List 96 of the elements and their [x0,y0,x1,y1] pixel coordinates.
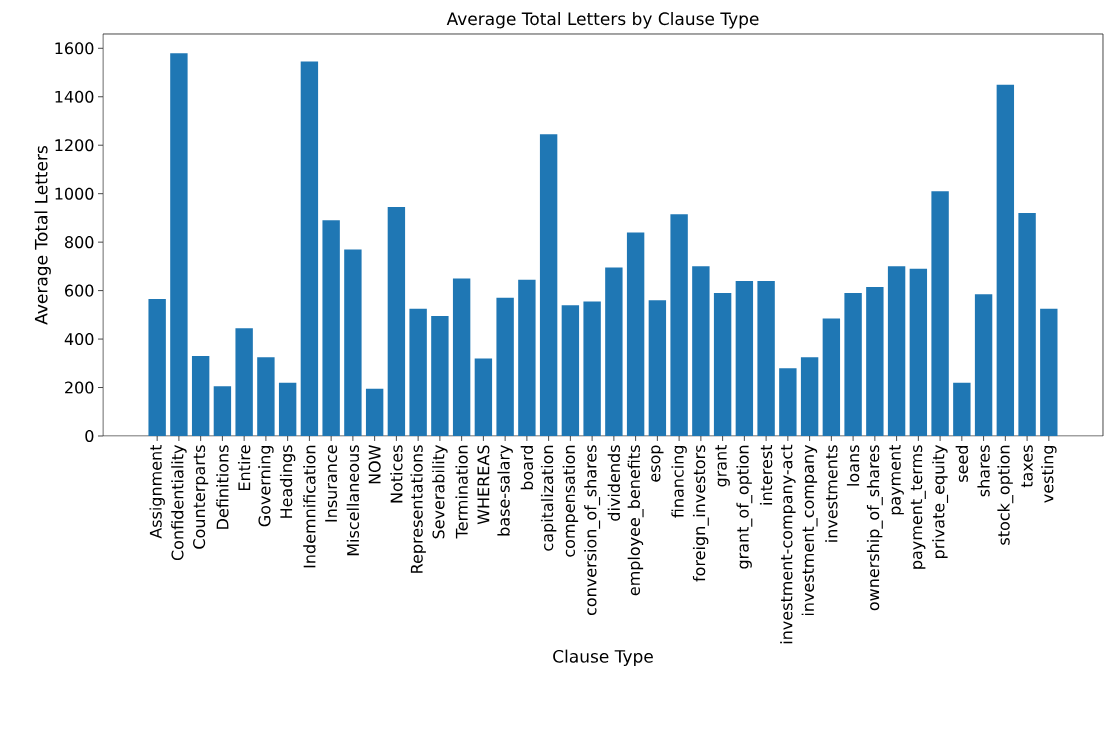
x-tick-label: WHEREAS [477,445,490,525]
bar [170,53,188,436]
bar [431,316,449,436]
x-tick-label: Insurance [325,445,338,522]
bar [409,308,427,436]
x-tick-label: investment_company [801,444,818,616]
bar [365,388,384,436]
bar [1018,213,1036,436]
x-tick-label: foreign_investors [692,445,709,582]
x-tick-label: grant_of_option [736,445,753,569]
y-axis-title: Average Total Letters [34,146,51,325]
x-tick-label: employee_benefits [627,445,644,596]
x-tick-label: Representations [410,445,426,573]
x-tick-label: capitalization [540,445,557,551]
bar [278,382,297,436]
x-tick-label: Assignment [149,444,165,539]
bar [757,280,775,436]
bar [322,220,340,436]
x-tick-label: compensation [562,445,579,557]
x-tick-label: Definitions [216,445,229,529]
bar [996,84,1015,436]
bar [344,249,362,436]
x-tick-label: private_equity [932,445,949,558]
bar [844,293,862,436]
bar [518,279,536,436]
bar [779,368,797,436]
bar [561,305,580,436]
x-tick-label: base-salary [497,445,513,536]
bar [387,207,406,436]
x-tick-label: financing [671,445,687,518]
bar [452,278,471,436]
x-tick-label: stock_option [997,445,1014,545]
x-tick-label: payment [889,444,904,515]
y-tick-label: 1200 [55,139,94,152]
y-tick-label: 1600 [55,42,94,55]
bar [626,232,645,436]
x-tick-label: Governing [258,445,274,527]
bar [822,318,841,436]
bar [1040,308,1058,436]
bar [213,386,232,436]
x-tick-label: Counterparts [193,445,209,549]
chart-title: Average Total Letters by Clause Type [446,12,759,29]
bar [648,300,667,436]
bar [931,191,949,436]
x-tick-label: seed [955,445,969,482]
bar [300,61,319,436]
bar [583,301,601,436]
bar [909,268,928,436]
bar [474,358,493,436]
x-tick-label: Indemnification [303,445,316,568]
y-tick-label: 1400 [55,90,94,103]
x-tick-label: Severability [432,445,448,539]
x-tick-label: Entire [237,445,251,490]
y-tick-label: 400 [64,333,94,346]
x-tick-label: ownership_of_shares [866,445,883,611]
bar [953,382,971,436]
x-tick-label: loans [846,445,860,486]
bar [235,328,253,436]
x-tick-label: interest [759,444,773,505]
bar [713,293,732,436]
bar [887,266,906,436]
x-tick-label: shares [977,445,990,497]
x-tick-label: taxes [1021,445,1033,488]
bar [605,267,623,436]
x-axis-title: Clause Type [553,649,653,667]
bar [866,286,884,436]
y-tick-label: 0 [85,429,94,443]
bar [148,299,166,436]
x-tick-label: Headings [279,445,296,518]
bar [496,297,514,436]
x-tick-label: grant [715,444,730,487]
y-tick-label: 800 [65,236,94,249]
x-tick-label: Notices [390,445,403,503]
bar [539,134,558,436]
y-tick-label: 200 [65,381,94,394]
x-tick-label: investments [825,445,838,542]
x-tick-label: esop [651,445,664,482]
x-tick-label: payment_terms [910,445,926,569]
bar [670,214,688,436]
bar [735,280,754,436]
x-tick-label: vesting [1041,445,1057,503]
x-tick-label: Termination [455,445,468,539]
x-tick-label: Confidentiality [171,444,187,561]
x-tick-label: conversion_of_shares [584,445,601,616]
x-tick-label: Miscellaneous [346,445,360,556]
y-tick-label: 600 [65,284,94,297]
bar [257,357,275,436]
x-tick-label: board [520,445,534,490]
x-tick-label: NOW [368,445,381,484]
bar [800,357,819,436]
x-tick-label: dividends [607,445,621,521]
bar [692,266,710,436]
x-tick-label: investment-company-act [780,444,796,644]
bar [974,294,993,436]
y-tick-label: 1000 [55,187,94,200]
bar [191,356,210,436]
